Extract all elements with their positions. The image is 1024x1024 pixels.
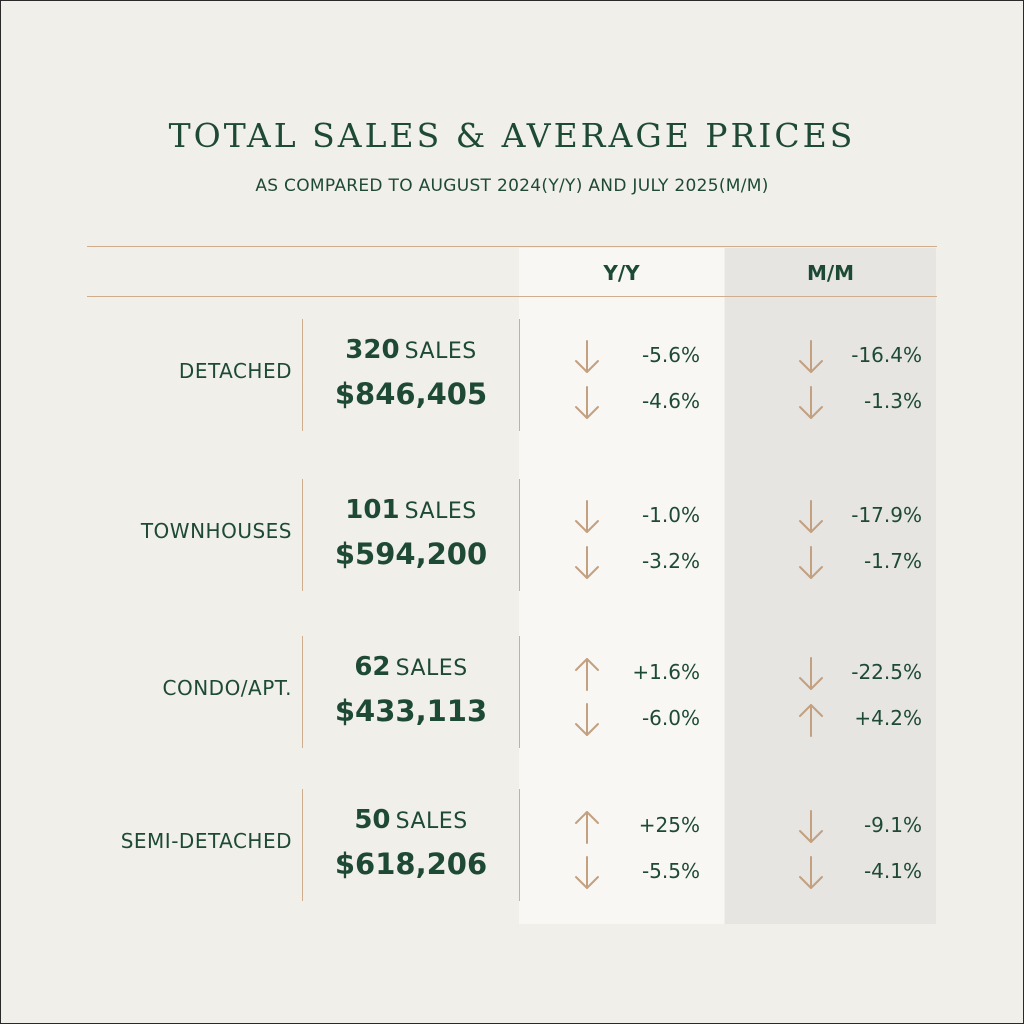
arrow-down-icon [574,499,600,535]
yy-price-change: -3.2% [641,549,700,573]
sales-label: SALES [395,809,468,834]
yy-price-change: -4.6% [641,389,700,413]
yy-price-change: -6.0% [641,706,700,730]
average-price: $618,206 [334,847,488,881]
category-label: CONDO/APT. [162,676,292,700]
category-label: TOWNHOUSES [140,519,292,543]
table-row: DETACHED $846,405 320 SALES -5.6% -4.6% -16.4… [0,319,1024,431]
arrow-down-icon [798,385,824,421]
mm-price-change: -1.3% [863,389,922,413]
arrow-down-icon [798,499,824,535]
header-top-divider [87,246,937,247]
sales-label: SALES [395,656,468,681]
row-divider-left [302,319,303,431]
arrow-up-icon [798,702,824,738]
row-divider-right [519,789,520,901]
sales-label: SALES [404,499,477,524]
sales-label: SALES [404,339,477,364]
category-label: SEMI-DETACHED [120,829,292,853]
row-divider-left [302,479,303,591]
mm-header: M/M [806,261,855,285]
mm-sales-change: -9.1% [863,813,922,837]
yy-sales-change: +1.6% [632,660,700,684]
table-row: TOWNHOUSES $594,200 101 SALES -1.0% -3.2% -17… [0,479,1024,591]
yy-sales-change: -5.6% [641,343,700,367]
arrow-down-icon [574,702,600,738]
arrow-down-icon [798,809,824,845]
average-price: $594,200 [334,537,488,571]
category-label: DETACHED [178,359,292,383]
table-row: SEMI-DETACHED $618,206 50 SALES +25% -5.5% -9… [0,789,1024,901]
row-divider-right [519,319,520,431]
yy-price-change: -5.5% [641,859,700,883]
mm-sales-change: -22.5% [851,660,922,684]
arrow-up-icon [574,656,600,692]
sales-number: 320 [345,335,400,365]
arrow-down-icon [798,656,824,692]
mm-price-change: -1.7% [863,549,922,573]
average-price: $433,113 [334,694,488,728]
sales-count: 101 SALES [304,495,518,525]
arrow-down-icon [574,545,600,581]
header-bottom-divider [87,296,937,297]
row-divider-left [302,789,303,901]
row-divider-left [302,636,303,748]
page-subtitle: AS COMPARED TO AUGUST 2024(Y/Y) AND JULY… [255,176,769,196]
page-title: TOTAL SALES & AVERAGE PRICES [168,116,856,155]
arrow-down-icon [798,545,824,581]
sales-count: 320 SALES [304,335,518,365]
mm-column-background [725,248,936,924]
arrow-up-icon [574,809,600,845]
arrow-down-icon [574,855,600,891]
arrow-down-icon [798,339,824,375]
yy-column-background [519,248,724,924]
mm-price-change: -4.1% [863,859,922,883]
arrow-down-icon [574,385,600,421]
sales-count: 50 SALES [304,805,518,835]
sales-number: 101 [345,495,400,525]
sales-number: 50 [354,805,391,835]
arrow-down-icon [574,339,600,375]
table-row: CONDO/APT. $433,113 62 SALES +1.6% -6.0% -22.… [0,636,1024,748]
mm-price-change: +4.2% [854,706,922,730]
row-divider-right [519,479,520,591]
yy-sales-change: -1.0% [641,503,700,527]
mm-sales-change: -17.9% [851,503,922,527]
average-price: $846,405 [334,377,488,411]
yy-header: Y/Y [603,261,640,285]
row-divider-right [519,636,520,748]
arrow-down-icon [798,855,824,891]
yy-sales-change: +25% [638,813,700,837]
sales-count: 62 SALES [304,652,518,682]
sales-number: 62 [354,652,391,682]
mm-sales-change: -16.4% [851,343,922,367]
